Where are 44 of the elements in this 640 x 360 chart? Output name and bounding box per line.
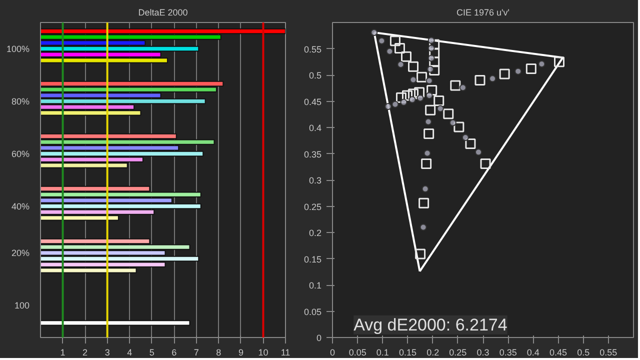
x-tick-label: 0.35 — [499, 348, 517, 358]
x-tick-label: 5 — [149, 348, 154, 358]
x-tick-label: 0.1 — [376, 348, 389, 358]
y-tick-label: 0.15 — [304, 254, 322, 264]
y-tick-label: 0.45 — [304, 96, 322, 107]
y-tick-label: 0.1 — [308, 280, 322, 290]
x-tick-label: 4 — [127, 348, 132, 358]
y-tick-label: 0.35 — [304, 149, 322, 160]
x-tick-label: 10 — [258, 348, 268, 358]
x-tick-label: 9 — [238, 348, 244, 358]
x-tick-label: 2 — [82, 348, 88, 358]
chart-title: DeltaE 2000 — [138, 8, 188, 18]
x-tick-label: 0 — [330, 348, 336, 358]
y-tick-label: 0.25 — [304, 202, 322, 212]
y-tick-label: 60% — [11, 148, 30, 159]
x-tick-label: 0.25 — [449, 348, 467, 358]
y-tick-label: 20% — [11, 248, 30, 258]
y-tick-label: 0.2 — [308, 228, 322, 238]
y-tick-label: 100% — [6, 44, 30, 54]
y-tick-label: 40% — [11, 201, 30, 212]
y-tick-label: 0.3 — [308, 176, 322, 186]
x-tick-label: 1 — [60, 348, 66, 358]
x-tick-label: 0.5 — [577, 348, 590, 358]
x-tick-label: 0.2 — [426, 348, 440, 358]
y-tick-label: 0.4 — [308, 123, 322, 133]
x-tick-label: 8 — [216, 348, 222, 358]
x-tick-label: 7 — [194, 348, 199, 358]
x-tick-label: 0.4 — [526, 348, 540, 358]
y-tick-label: 0.55 — [304, 44, 322, 54]
x-tick-label: 3 — [104, 348, 110, 358]
x-tick-label: 0.3 — [476, 348, 490, 358]
y-tick-label: 80% — [11, 96, 30, 106]
y-tick-label: 0 — [316, 333, 322, 343]
x-tick-label: 11 — [280, 348, 290, 358]
x-tick-label: 0.05 — [348, 348, 366, 358]
y-tick-label: 100 — [14, 300, 30, 310]
y-tick-label: 0.05 — [304, 306, 322, 317]
x-tick-label: 0.55 — [600, 348, 618, 358]
annotation: Avg dE2000: 6.2174 — [354, 315, 508, 334]
y-tick-label: 0.5 — [308, 70, 322, 80]
x-tick-label: 0.15 — [398, 348, 417, 358]
x-tick-label: 0.45 — [549, 348, 568, 358]
x-tick-label: 6 — [172, 348, 177, 358]
chart-title: CIE 1976 u'v' — [456, 8, 510, 18]
